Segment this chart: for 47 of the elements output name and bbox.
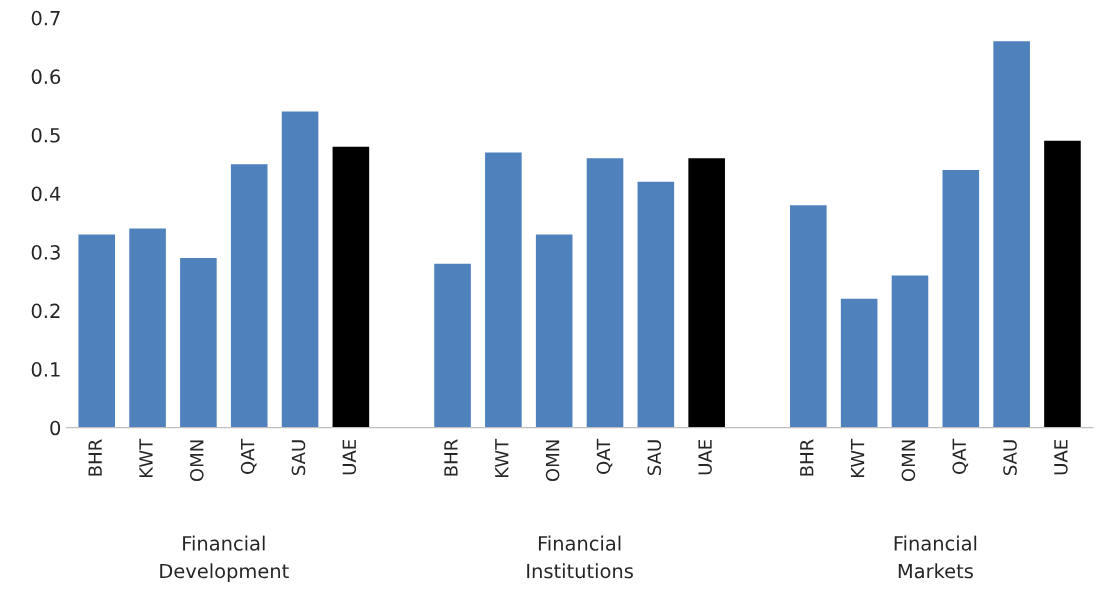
- bar: [230, 164, 268, 428]
- x-tick-label: QAT: [596, 438, 613, 474]
- bar: [586, 158, 624, 428]
- bar: [434, 263, 471, 428]
- y-tick-label: 0.6: [31, 69, 61, 85]
- x-tick-label: BHR: [88, 439, 102, 476]
- bar: [942, 170, 980, 428]
- y-tick-label: 0.7: [31, 10, 60, 26]
- y-tick-label: 0.2: [31, 303, 60, 319]
- x-tick-label: QAT: [240, 438, 257, 474]
- x-tick-label: OMN: [545, 440, 560, 482]
- x-tick-label: SAU: [647, 440, 662, 475]
- x-tick-label: SAU: [291, 440, 306, 475]
- bar: [180, 257, 217, 428]
- bar: [129, 228, 166, 428]
- x-tick-label: SAU: [1003, 440, 1017, 475]
- x-tick-label: OMN: [189, 440, 204, 482]
- bar: [332, 146, 370, 428]
- bar: [485, 152, 522, 428]
- text: Financial Institutions: [527, 535, 633, 579]
- bar: [688, 158, 725, 428]
- x-tick-label: BHR: [444, 439, 458, 476]
- x-tick-label: KWT: [139, 438, 153, 478]
- x-tick-label: UAE: [1054, 439, 1068, 475]
- y-tick-label: 0: [50, 420, 61, 436]
- text: Financial Markets: [894, 535, 977, 579]
- bar: [1044, 140, 1081, 428]
- bar: [840, 298, 878, 428]
- bar: [535, 234, 573, 428]
- x-tick-label: UAE: [342, 439, 357, 475]
- text: Financial Development: [160, 535, 289, 583]
- x-tick-label: KWT: [850, 438, 865, 478]
- y-tick-label: 0.4: [31, 186, 61, 202]
- bar: [993, 41, 1030, 428]
- y-tick-label: 0.3: [31, 244, 60, 260]
- x-tick-label: BHR: [800, 439, 814, 476]
- y-tick-label: 0.5: [31, 127, 60, 143]
- bar: [78, 234, 116, 428]
- x-tick-label: QAT: [952, 438, 969, 474]
- bar: [891, 275, 929, 428]
- x-tick-label: UAE: [698, 439, 712, 475]
- y-tick-label: 0.1: [31, 362, 60, 377]
- bar: [637, 181, 675, 428]
- x-tick-label: KWT: [495, 438, 509, 478]
- bar: [281, 111, 319, 428]
- bar: [790, 205, 827, 428]
- x-tick-label: OMN: [901, 440, 916, 482]
